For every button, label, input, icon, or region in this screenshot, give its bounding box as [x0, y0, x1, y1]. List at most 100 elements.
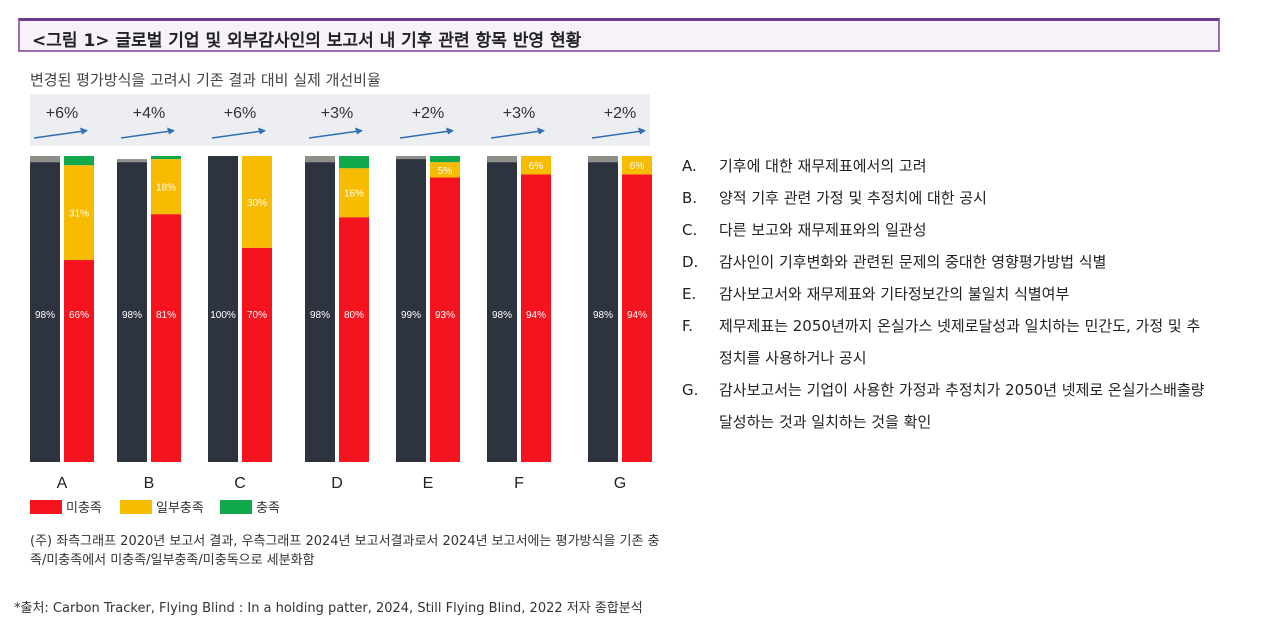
right-bar-D-unmet [339, 217, 369, 462]
left-bar-D-other [305, 156, 335, 163]
improvement-arrow-icon [258, 127, 266, 135]
partial-value-label: 16% [344, 189, 364, 200]
item-text: 제무제표는 2050년까지 온실가스 넷제로달성과 일치하는 민간도, 가정 및… [719, 317, 1201, 367]
right-value-label: 81% [156, 310, 176, 321]
right-value-label: 94% [627, 310, 647, 321]
category-label: C [234, 475, 246, 492]
improvement-arrow-icon [446, 127, 454, 135]
item-description: F. 제무제표는 2050년까지 온실가스 넷제로달성과 일치하는 민간도, 가정… [682, 310, 1209, 374]
legend-label: 일부충족 [156, 501, 204, 516]
right-bar-E-partial [430, 162, 460, 178]
item-text: 감사보고서와 재무제표와 기타정보간의 불일치 식별여부 [719, 285, 1070, 303]
improvement-arrow-icon [355, 127, 363, 135]
figure-title: <그림 1> 글로벌 기업 및 외부감사인의 보고서 내 기후 관련 항목 반영… [32, 31, 582, 51]
partial-value-label: 6% [630, 161, 645, 172]
left-value-label: 98% [122, 310, 142, 321]
right-value-label: 94% [526, 310, 546, 321]
category-label: F [514, 475, 524, 492]
item-description: A. 기후에 대한 재무제표에서의 고려 [682, 150, 1209, 182]
improvement-label: +2% [604, 105, 636, 122]
right-bar-F-partial [521, 156, 551, 175]
category-label: A [57, 475, 68, 492]
right-bar-G-unmet [622, 174, 652, 463]
chart-note: (주) 좌측그래프 2020년 보고서 결과, 우측그래프 2024년 보고서결… [30, 534, 660, 568]
right-bar-E-met [430, 156, 460, 163]
right-bar-C-unmet [242, 247, 272, 462]
right-bar-B-met [151, 156, 181, 160]
left-bar-B-main [117, 162, 147, 462]
left-bar-E-other [396, 156, 426, 160]
right-bar-A-met [64, 156, 94, 166]
improvement-label: +3% [503, 105, 535, 122]
item-description: E. 감사보고서와 재무제표와 기타정보간의 불일치 식별여부 [682, 278, 1209, 310]
improvement-label: +6% [46, 105, 78, 122]
item-description: D. 감사인이 기후변화와 관련된 문제의 중대한 영향평가방법 식별 [682, 246, 1209, 278]
improvement-label: +3% [321, 105, 353, 122]
item-key: A. [682, 157, 697, 175]
improvement-arrow-icon [167, 127, 175, 135]
item-text: 감사보고서는 기업이 사용한 가정과 추정치가 2050년 넷제로 온실가스배출… [719, 381, 1205, 431]
item-text: 다른 보고와 재무제표와의 일관성 [719, 221, 927, 239]
legend-swatch-0 [30, 500, 62, 514]
figure-title-box: <그림 1> 글로벌 기업 및 외부감사인의 보고서 내 기후 관련 항목 반영… [18, 18, 1220, 52]
item-description: G. 감사보고서는 기업이 사용한 가정과 추정치가 2050년 넷제로 온실가스… [682, 374, 1209, 438]
item-key: B. [682, 189, 698, 207]
right-bar-D-partial [339, 168, 369, 218]
improvement-arrow-icon [80, 127, 88, 135]
left-bar-A-main [30, 162, 60, 462]
item-key: F. [682, 317, 693, 335]
source-text: *출처: Carbon Tracker, Flying Blind : In a… [14, 601, 643, 616]
stacked-bar-chart: 98% 66% 31% A +6% 98% 81% 18% B +4% 100% 70% 30% C +6%… [30, 94, 652, 516]
improvement-label: +2% [412, 105, 444, 122]
right-bar-F-unmet [521, 174, 551, 463]
left-bar-F-other [487, 156, 517, 163]
left-value-label: 98% [593, 310, 613, 321]
category-label: B [144, 475, 155, 492]
improvement-arrow-icon [638, 127, 646, 135]
item-description: B. 양적 기후 관련 가정 및 추정치에 대한 공시 [682, 182, 1209, 214]
category-label: D [331, 475, 343, 492]
left-bar-F-main [487, 162, 517, 462]
improvement-arrow-shaft [211, 130, 263, 139]
legend-swatch-2 [220, 500, 252, 514]
improvement-arrow-icon [537, 127, 545, 135]
improvement-arrow-shaft [33, 130, 85, 139]
left-value-label: 99% [401, 310, 421, 321]
item-text: 양적 기후 관련 가정 및 추정치에 대한 공시 [719, 189, 987, 207]
right-value-label: 66% [69, 310, 89, 321]
legend-label: 충족 [256, 501, 280, 516]
right-bar-B-unmet [151, 214, 181, 462]
left-bar-E-main [396, 159, 426, 462]
item-key: E. [682, 285, 697, 303]
legend-swatch-1 [120, 500, 152, 514]
right-bar-G-partial [622, 156, 652, 175]
left-value-label: 98% [35, 310, 55, 321]
category-label: E [423, 475, 434, 492]
left-bar-D-main [305, 162, 335, 462]
left-bar-G-other [588, 156, 618, 163]
left-value-label: 100% [210, 310, 236, 321]
right-value-label: 93% [435, 310, 455, 321]
left-bar-B-other [117, 159, 147, 163]
improvement-arrow-shaft [308, 130, 360, 139]
item-text: 기후에 대한 재무제표에서의 고려 [719, 157, 927, 175]
partial-value-label: 6% [529, 161, 544, 172]
improvement-label: +6% [224, 105, 256, 122]
improvement-band [30, 94, 650, 146]
left-bar-A-other [30, 156, 60, 163]
item-description-list: A. 기후에 대한 재무제표에서의 고려 B. 양적 기후 관련 가정 및 추정치에 … [682, 150, 1209, 438]
right-bar-B-partial [151, 159, 181, 215]
left-value-label: 98% [310, 310, 330, 321]
right-bar-A-partial [64, 165, 94, 261]
right-bar-C-partial [242, 156, 272, 248]
left-value-label: 98% [492, 310, 512, 321]
right-value-label: 80% [344, 310, 364, 321]
left-bar-C-main [208, 156, 238, 462]
partial-value-label: 31% [69, 209, 89, 220]
chart-title: 변경된 평가방식을 고려시 기존 결과 대비 실제 개선비율 [30, 71, 381, 89]
partial-value-label: 30% [247, 198, 267, 209]
partial-value-label: 18% [156, 183, 176, 194]
item-key: G. [682, 381, 699, 399]
legend-label: 미충족 [66, 501, 102, 516]
item-description: C. 다른 보고와 재무제표와의 일관성 [682, 214, 1209, 246]
